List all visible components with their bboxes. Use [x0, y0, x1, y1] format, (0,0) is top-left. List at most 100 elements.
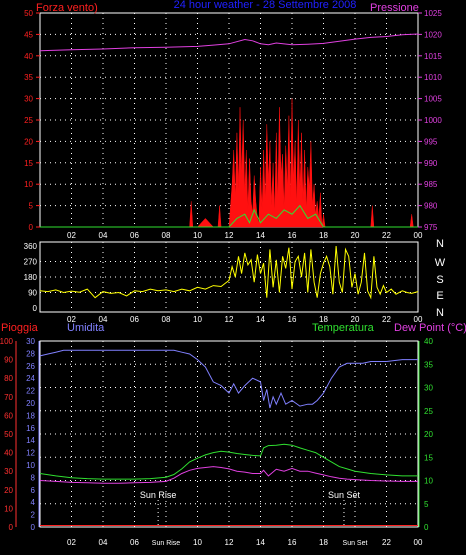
panel1-x-tick-label: 18 — [319, 231, 328, 240]
wind-y-tick-label: 5 — [29, 202, 34, 211]
panel1-x-tick-label: 10 — [193, 231, 202, 240]
humidity-y-tick-label: 22 — [26, 387, 35, 396]
panel2-x-tick-label: 12 — [225, 315, 234, 324]
panel1-x-tick-label: 06 — [130, 231, 139, 240]
temp-y-tick-label: 35 — [424, 360, 433, 369]
pressure-y-tick-label: 1000 — [424, 116, 442, 125]
panel1-x-tick-label: 00 — [414, 231, 423, 240]
panel1-x-tick-label: 14 — [256, 231, 265, 240]
compass-label-w: W — [435, 257, 446, 269]
panel2-ticks: 0 90 180 270 360 02 04 06 08 10 12 14 16 18 20 22 00 — [24, 242, 423, 324]
panel2-x-tick-label: 14 — [256, 315, 265, 324]
compass-label-s: S — [436, 274, 443, 286]
humidity-y-tick-label: 0 — [31, 523, 36, 532]
humidity-series — [39, 349, 418, 409]
dew-point-label: Dew Point (°C) — [394, 322, 466, 334]
wind-y-tick-label: 45 — [24, 30, 33, 39]
wind_gust_low-series — [40, 204, 418, 228]
panel3-x-tick-label: 02 — [67, 538, 76, 547]
wind-y-tick-label: 10 — [24, 180, 33, 189]
panel3-ticks: 0102030405060708090100024681012141618202… — [0, 337, 433, 547]
wind-y-tick-label: 0 — [29, 223, 34, 232]
panel3-x-tick-label: 12 — [225, 538, 234, 547]
panel3-x-tick-label: 16 — [288, 538, 297, 547]
wind-y-tick-label: 20 — [24, 137, 33, 146]
humidity-y-tick-label: 10 — [26, 461, 35, 470]
wind-y-tick-label: 25 — [24, 116, 33, 125]
temperature-series — [39, 443, 418, 480]
temp-y-tick-label: 20 — [424, 430, 433, 439]
humidity-y-tick-label: 18 — [26, 411, 35, 420]
panel-wind-pressure: 0510152025303540455097598098599099510001… — [24, 0, 442, 240]
wind-y-tick-label: 50 — [24, 9, 33, 18]
panel2-x-tick-label: 02 — [67, 315, 76, 324]
rain-y-tick-label: 30 — [4, 467, 13, 476]
panel2-grid — [40, 242, 418, 312]
pressure-y-tick-label: 1020 — [424, 30, 442, 39]
humidity-y-tick-label: 16 — [26, 424, 35, 433]
humidity-y-tick-label: 30 — [26, 337, 35, 346]
panel1-series — [39, 33, 419, 228]
pressure-y-tick-label: 990 — [424, 159, 438, 168]
rain-y-tick-label: 10 — [4, 504, 13, 513]
direction-y-tick-label: 360 — [24, 242, 38, 251]
panel3-x-tick-label: Sun Rise — [152, 540, 181, 547]
panel1-x-tick-label: 22 — [382, 231, 391, 240]
panel2-x-tick-label: 06 — [130, 315, 139, 324]
panel2-x-tick-label: 16 — [288, 315, 297, 324]
rain-y-tick-label: 80 — [4, 374, 13, 383]
temp-y-tick-label: 25 — [424, 407, 433, 416]
panel3-x-tick-label: 18 — [319, 538, 328, 547]
sun-event-label: Sun Set — [328, 490, 361, 500]
pressure-series — [39, 33, 419, 52]
direction-y-tick-label: 180 — [24, 273, 38, 282]
rain-y-tick-label: 60 — [4, 411, 13, 420]
temp-y-tick-label: 30 — [424, 384, 433, 393]
panel3-x-tick-label: Sun Set — [343, 540, 368, 547]
sun-event-label: Sun Rise — [140, 490, 177, 500]
rain-y-tick-label: 70 — [4, 393, 13, 402]
panel3-x-tick-label: 00 — [414, 538, 423, 547]
panel1-x-tick-label: 20 — [351, 231, 360, 240]
rain-y-tick-label: 20 — [4, 486, 13, 495]
humidity-y-tick-label: 20 — [26, 399, 35, 408]
panel2-x-tick-label: 00 — [414, 315, 423, 324]
temp-y-tick-label: 10 — [424, 477, 433, 486]
compass-label-e: E — [436, 290, 443, 302]
direction-y-tick-label: 0 — [33, 304, 38, 313]
panel1-x-tick-label: 08 — [162, 231, 171, 240]
wind-y-tick-label: 40 — [24, 52, 33, 61]
panel3-x-tick-label: 22 — [382, 538, 391, 547]
humidity-y-tick-label: 12 — [26, 449, 35, 458]
humidity-y-tick-label: 6 — [31, 486, 36, 495]
panel2-x-tick-label: 08 — [162, 315, 171, 324]
panel1-grid — [40, 13, 418, 227]
rain-y-tick-label: 90 — [4, 356, 13, 365]
humidity-y-tick-label: 4 — [31, 498, 36, 507]
panel1-ticks: 0510152025303540455097598098599099510001… — [24, 9, 442, 240]
pressure-y-tick-label: 1015 — [424, 52, 442, 61]
pressure-y-tick-label: 995 — [424, 137, 438, 146]
dew_point-series — [39, 466, 418, 484]
direction-y-tick-label: 270 — [24, 258, 38, 267]
panel2-x-tick-label: 04 — [99, 315, 108, 324]
panel3-grid — [40, 341, 418, 527]
pressure-y-tick-label: 985 — [424, 180, 438, 189]
temp-y-tick-label: 40 — [424, 337, 433, 346]
panel3-series — [39, 349, 418, 526]
wind-y-tick-label: 15 — [24, 159, 33, 168]
panel-rain-humidity-temp: 0102030405060708090100024681012141618202… — [0, 322, 466, 547]
pressure-y-tick-label: 1010 — [424, 73, 442, 82]
panel-wind-direction: 0 90 180 270 360 02 04 06 08 10 12 14 16 18 20 22 00 N W… — [24, 238, 446, 324]
pressure-label: Pressione — [370, 2, 419, 14]
panel1-x-tick-label: 02 — [67, 231, 76, 240]
panel1-x-tick-label: 12 — [225, 231, 234, 240]
rain-y-tick-label: 100 — [0, 337, 14, 346]
panel2-x-tick-label: 10 — [193, 315, 202, 324]
temp-y-tick-label: 15 — [424, 453, 433, 462]
panel2-x-tick-label: 20 — [351, 315, 360, 324]
rain-y-tick-label: 0 — [9, 523, 14, 532]
wind-force-label: Forza vento) — [36, 2, 98, 14]
